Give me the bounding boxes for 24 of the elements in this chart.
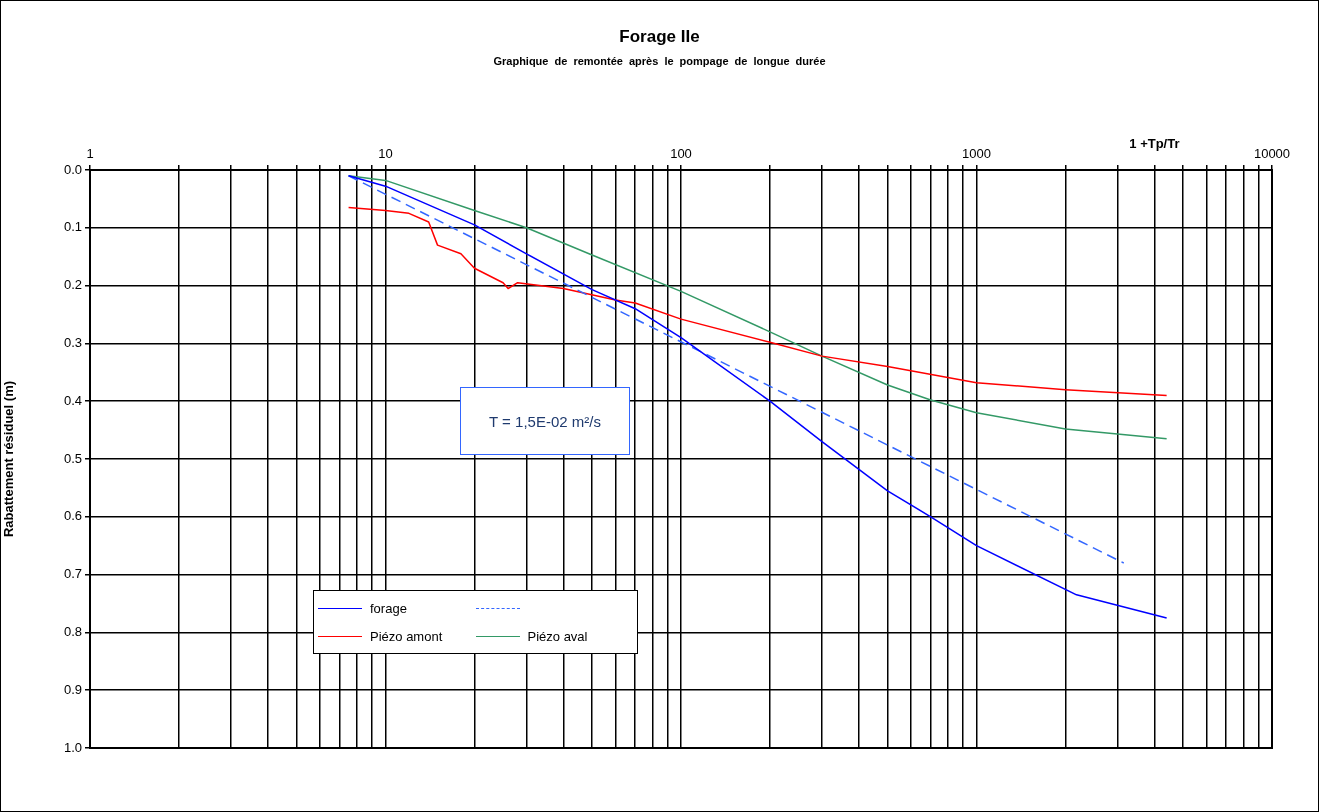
y-tick-label: 1.0 bbox=[63, 739, 82, 755]
legend-label: Piézo amont bbox=[370, 628, 443, 644]
legend-label: forage bbox=[370, 600, 407, 616]
y-tick-label: 0.6 bbox=[63, 508, 82, 524]
y-tick-label: 0.9 bbox=[63, 681, 82, 697]
note-box: T = 1,5E-02 m²/s bbox=[460, 387, 630, 455]
y-tick-label: 0.0 bbox=[63, 161, 82, 177]
x-tick-label: 10000 bbox=[1253, 145, 1291, 161]
x-tick-label: 1 bbox=[86, 145, 94, 161]
x-axis-title: 1 +Tp/Tr bbox=[1129, 135, 1180, 151]
y-tick-label: 0.2 bbox=[63, 277, 82, 293]
x-tick-label: 10 bbox=[378, 145, 393, 161]
chart-title: Forage IIe bbox=[618, 27, 701, 47]
y-axis-title: Rabattement résiduel (m) bbox=[1, 380, 17, 538]
y-tick-label: 0.8 bbox=[63, 623, 82, 639]
y-tick-label: 0.7 bbox=[63, 566, 82, 582]
x-tick-label: 1000 bbox=[962, 145, 991, 161]
legend-label: Piézo aval bbox=[527, 628, 588, 644]
y-tick-label: 0.5 bbox=[63, 450, 82, 466]
y-tick-label: 0.1 bbox=[63, 219, 82, 235]
y-tick-label: 0.4 bbox=[63, 392, 82, 408]
chart-subtitle: Graphique de remontée après le pompage de longue durée bbox=[492, 55, 827, 67]
x-tick-label: 100 bbox=[670, 145, 692, 161]
y-tick-label: 0.3 bbox=[63, 334, 82, 350]
